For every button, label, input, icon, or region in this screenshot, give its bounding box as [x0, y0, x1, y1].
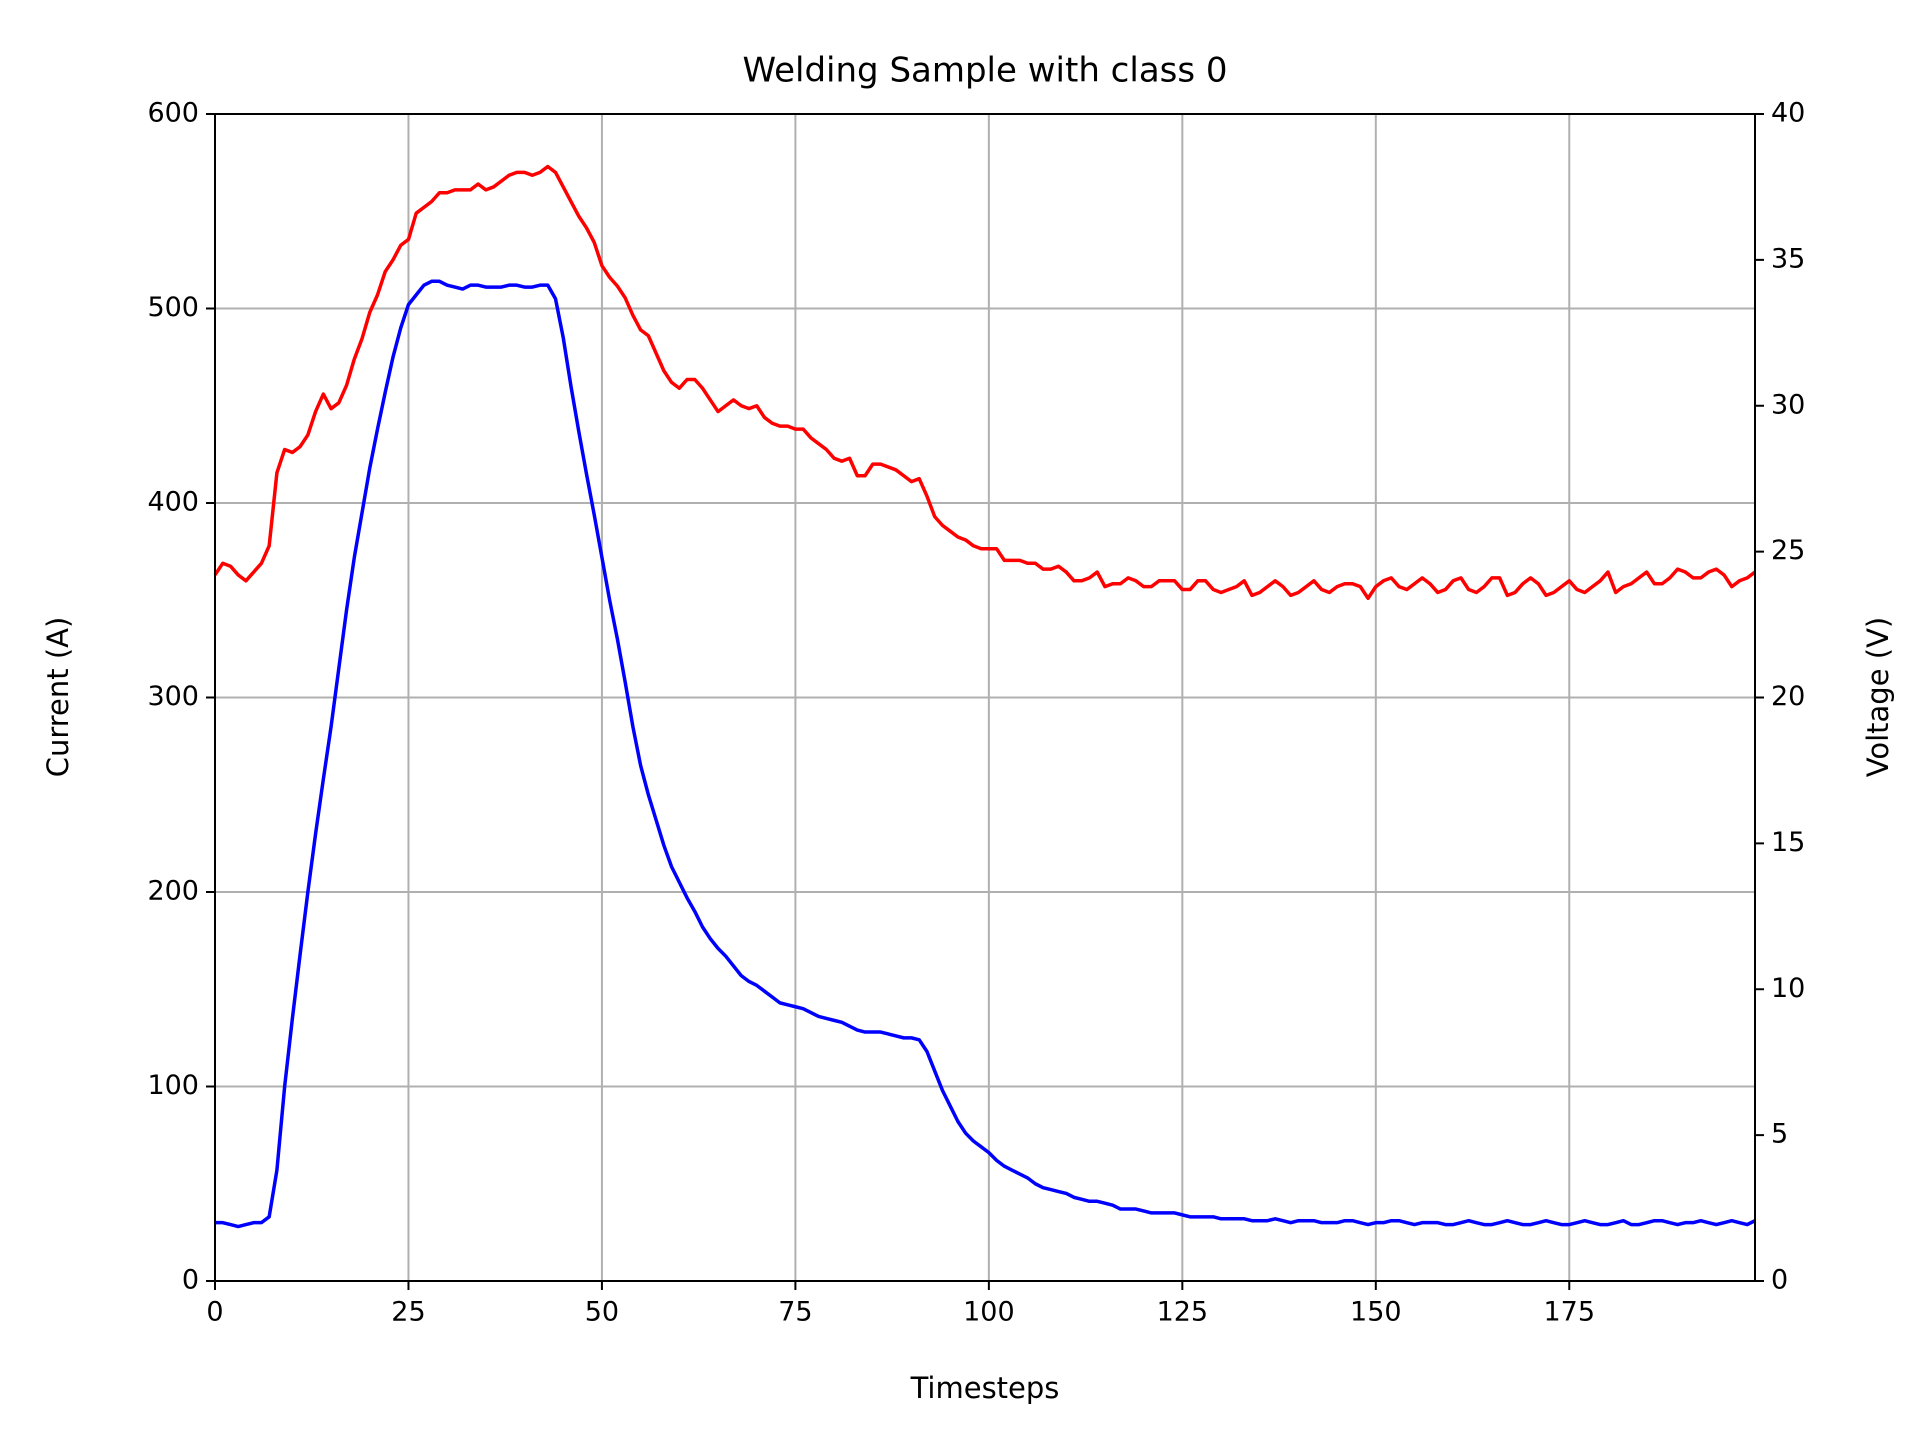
y2-tick-label: 10 [1771, 973, 1805, 1004]
x-tick-label: 175 [1543, 1297, 1595, 1328]
x-axis-label: Timesteps [910, 1371, 1060, 1405]
y2-tick-label: 5 [1771, 1119, 1788, 1150]
y2-axis-label: Voltage (V) [1861, 617, 1895, 777]
y2-tick-label: 15 [1771, 827, 1805, 858]
x-tick-label: 25 [391, 1297, 425, 1328]
y-tick-label: 300 [147, 681, 199, 712]
x-tick-label: 150 [1350, 1297, 1402, 1328]
x-tick-label: 0 [206, 1297, 223, 1328]
x-tick-label: 100 [963, 1297, 1015, 1328]
x-tick-label: 75 [778, 1297, 812, 1328]
y2-tick-label: 25 [1771, 535, 1805, 566]
y-tick-label: 500 [147, 292, 199, 323]
y-tick-label: 200 [147, 876, 199, 907]
y-tick-label: 400 [147, 487, 199, 518]
x-tick-label: 50 [585, 1297, 619, 1328]
chart-title: Welding Sample with class 0 [742, 51, 1227, 91]
data-line [213, 164, 1757, 601]
x-tick-label: 125 [1157, 1297, 1209, 1328]
plot-frame [214, 113, 1756, 1282]
y-tick-label: 0 [182, 1265, 199, 1296]
y-tick-label: 100 [147, 1070, 199, 1101]
y2-tick-label: 30 [1771, 389, 1805, 420]
y2-tick-label: 20 [1771, 681, 1805, 712]
y2-tick-label: 35 [1771, 243, 1805, 274]
data-line [215, 279, 1756, 1229]
y-tick-label: 600 [147, 98, 199, 129]
y2-tick-label: 0 [1771, 1265, 1788, 1296]
y-axis-label: Current (A) [41, 617, 75, 778]
y2-tick-label: 40 [1771, 98, 1805, 129]
